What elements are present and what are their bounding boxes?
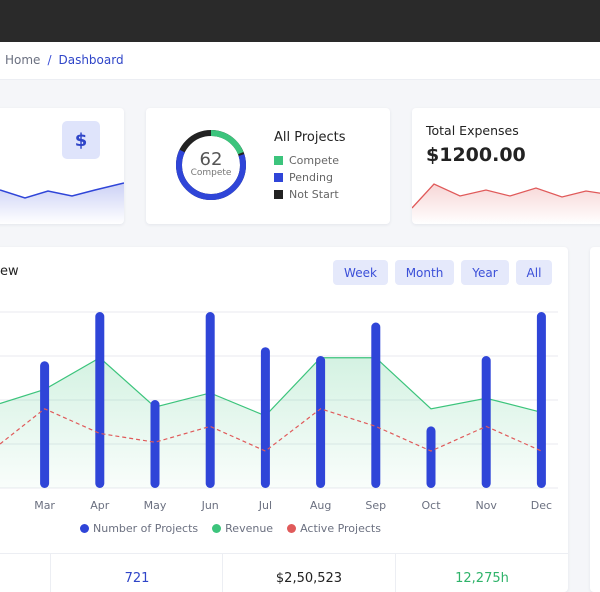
pending-swatch — [274, 173, 283, 182]
breadcrumb: Home / Dashboard — [5, 53, 124, 67]
x-tick-jun: Jun — [201, 499, 219, 512]
x-tick-aug: Aug — [310, 499, 331, 512]
revenue-sparkline — [0, 182, 124, 224]
filter-all-label: All — [526, 265, 542, 280]
top-navbar — [0, 0, 600, 42]
filter-year-button[interactable]: Year — [461, 260, 509, 285]
legend-revenue: Revenue — [212, 522, 273, 535]
legend-active-projects: Active Projects — [287, 522, 381, 535]
bar-mar — [40, 361, 50, 488]
x-tick-oct: Oct — [421, 499, 441, 512]
breadcrumb-current: Dashboard — [58, 53, 124, 67]
x-tick-jul: Jul — [258, 499, 272, 512]
bar-oct — [426, 426, 436, 488]
bar-jul — [260, 347, 270, 488]
overview-chart: Mar Apr May Jun Jul Aug Sep Oct Nov Dec — [0, 311, 558, 512]
expenses-title: Total Expenses — [426, 123, 519, 138]
bar-sep — [371, 322, 381, 488]
legend-not-start: Not Start — [274, 188, 339, 201]
breadcrumb-separator: / — [47, 53, 52, 67]
chart-legend: Number of Projects Revenue Active Projec… — [80, 522, 480, 535]
x-tick-dec: Dec — [531, 499, 552, 512]
stats-divider — [0, 553, 568, 554]
bar-jun — [205, 312, 215, 488]
filter-month-label: Month — [405, 265, 444, 280]
dollar-icon: $ — [62, 121, 100, 159]
bar-nov — [481, 356, 491, 488]
stat-hours: 12,275h — [455, 571, 509, 586]
bar-aug — [316, 356, 326, 488]
breadcrumb-bar: Home / Dashboard — [0, 42, 600, 80]
stat-projects-count: 721 — [124, 571, 150, 586]
x-tick-apr: Apr — [90, 499, 110, 512]
all-projects-card: 62 Compete All Projects Compete Pending … — [146, 108, 390, 224]
compete-swatch — [274, 156, 283, 165]
expenses-value: $1200.00 — [426, 144, 526, 166]
expenses-sparkline — [412, 183, 600, 224]
x-tick-mar: Mar — [34, 499, 55, 512]
legend-number-of-projects: Number of Projects — [80, 522, 198, 535]
all-projects-title: All Projects — [274, 130, 346, 145]
legend-pending: Pending — [274, 171, 333, 184]
active-projects-line — [0, 408, 542, 452]
filter-week-label: Week — [344, 265, 377, 280]
stats-col-divider-1 — [50, 553, 51, 592]
filter-week-button[interactable]: Week — [333, 260, 388, 285]
overview-title: ew — [0, 264, 19, 279]
stats-col-divider-3 — [395, 553, 396, 592]
revenue-area — [0, 357, 542, 488]
filter-year-label: Year — [472, 265, 498, 280]
not-start-swatch — [274, 190, 283, 199]
bar-dec — [536, 312, 546, 488]
legend-compete-label: Compete — [289, 154, 339, 167]
stat-revenue-total: $2,50,523 — [275, 571, 343, 586]
total-expenses-card: Total Expenses $1200.00 — [412, 108, 600, 224]
x-tick-may: May — [144, 499, 167, 512]
x-tick-sep: Sep — [365, 499, 386, 512]
stats-col-divider-2 — [222, 553, 223, 592]
breadcrumb-home-link[interactable]: Home — [5, 53, 41, 67]
legend-number-of-projects-label: Number of Projects — [93, 522, 199, 535]
bar-apr — [95, 312, 105, 488]
overview-card: ew Week Month Year All Mar Apr May Jun Jul Au… — [0, 247, 568, 592]
donut-label: Compete — [190, 168, 232, 178]
legend-compete: Compete — [274, 154, 339, 167]
bar-may — [150, 400, 160, 488]
active-projects-dot — [287, 524, 297, 533]
right-side-card — [590, 247, 600, 592]
legend-revenue-label: Revenue — [225, 522, 274, 535]
revenue-dot — [212, 524, 222, 533]
number-of-projects-dot — [80, 524, 89, 533]
filter-all-button[interactable]: All — [516, 260, 552, 285]
legend-active-projects-label: Active Projects — [300, 522, 381, 535]
legend-pending-label: Pending — [289, 171, 333, 184]
revenue-card: $ — [0, 108, 124, 224]
projects-donut-chart — [176, 130, 246, 200]
filter-month-button[interactable]: Month — [395, 260, 454, 285]
x-tick-nov: Nov — [475, 499, 497, 512]
legend-not-start-label: Not Start — [289, 188, 339, 201]
donut-value: 62 — [199, 149, 223, 170]
